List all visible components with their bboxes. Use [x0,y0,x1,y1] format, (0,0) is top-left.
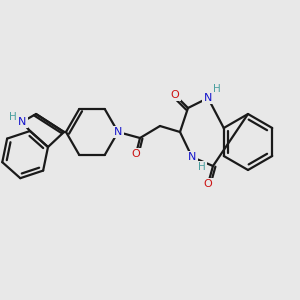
Text: H: H [9,112,17,122]
Text: N: N [204,93,212,103]
Text: H: H [198,162,206,172]
Text: O: O [171,90,179,100]
Text: N: N [18,117,26,127]
Text: H: H [213,84,221,94]
Text: O: O [204,179,212,189]
Text: N: N [114,127,122,137]
Text: N: N [188,152,196,162]
Text: O: O [132,149,140,159]
